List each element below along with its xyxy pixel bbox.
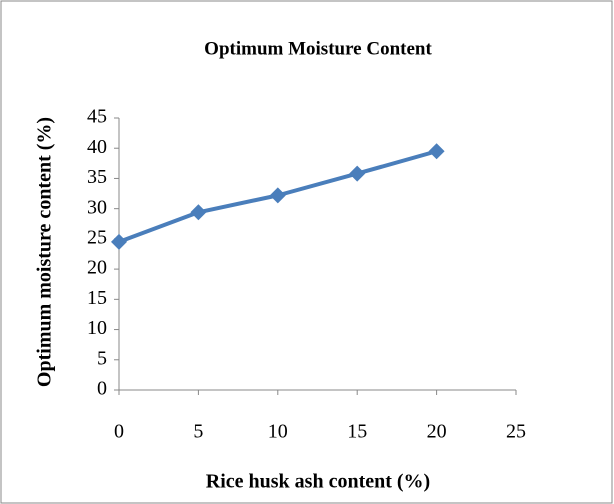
x-tick-label: 10 — [268, 421, 288, 443]
data-point — [349, 165, 366, 182]
x-tick-label: 25 — [506, 421, 526, 443]
x-tick-label: 20 — [427, 421, 447, 443]
data-point — [269, 187, 286, 204]
y-tick-label: 30 — [87, 196, 107, 218]
x-axis-label: Rice husk ash content (%) — [206, 471, 430, 493]
y-axis-label: Optimum moisture content (%) — [34, 117, 56, 387]
data-point — [428, 143, 445, 160]
y-tick-label: 15 — [87, 287, 107, 309]
y-tick-label: 25 — [87, 226, 107, 248]
data-point — [111, 233, 127, 250]
data-point — [190, 204, 207, 221]
x-tick-label: 15 — [347, 421, 367, 443]
y-tick-label: 5 — [97, 347, 107, 369]
y-tick-label: 20 — [87, 257, 107, 279]
y-tick-label: 10 — [87, 317, 107, 339]
y-tick-label: 0 — [97, 378, 107, 400]
y-tick-label: 40 — [87, 136, 107, 158]
y-tick-label: 45 — [87, 106, 107, 128]
chart-title: Optimum Moisture Content — [204, 38, 432, 59]
x-tick-label: 5 — [193, 421, 203, 443]
x-tick-label: 0 — [114, 421, 124, 443]
y-tick-label: 35 — [87, 166, 107, 188]
